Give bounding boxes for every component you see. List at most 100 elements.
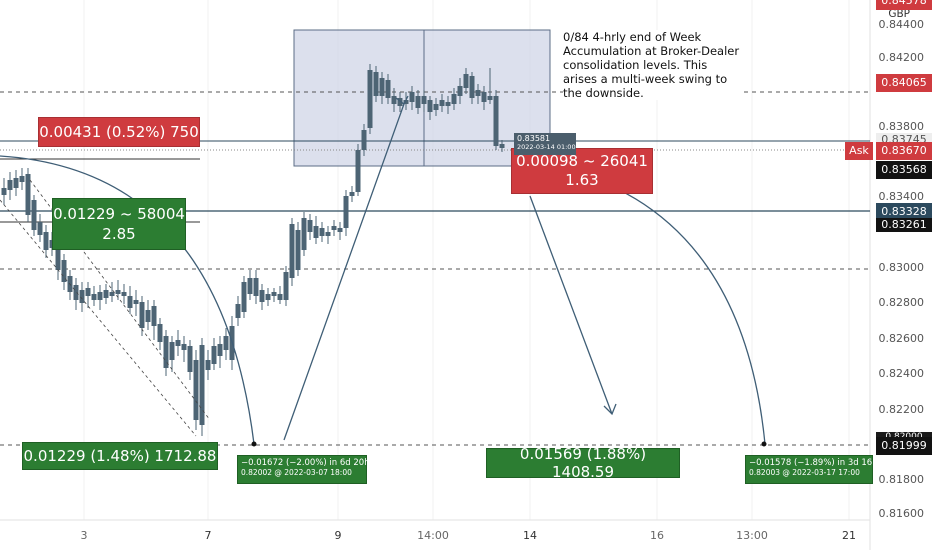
candle-body — [145, 310, 151, 322]
candle-body — [409, 92, 415, 102]
candle-body — [7, 180, 13, 190]
candle-body — [211, 346, 217, 364]
price-badge-83328: 0.83328 — [876, 203, 932, 221]
price-axis-tick: 0.82800 — [878, 296, 925, 309]
currency-label: GBP — [888, 8, 910, 20]
candle-body — [139, 302, 145, 328]
candle-body — [361, 130, 367, 150]
candle-body — [151, 306, 157, 326]
measure-text: 2.85 — [102, 225, 136, 243]
measure-box-bottom-left[interactable]: 0.01229 (1.48%) 1712.88 — [22, 442, 218, 470]
price-badge-83568: 0.83568 — [876, 161, 932, 179]
candle-body — [1, 188, 7, 195]
price-badge-84065: 0.84065 — [876, 74, 932, 92]
measure-text: 0.01229 ~ 58004 — [53, 205, 185, 223]
candle-body — [97, 292, 103, 300]
measure-box-mid-right[interactable]: 0.00098 ~ 26041 1.63 — [511, 148, 653, 194]
candle-body — [451, 94, 457, 104]
candle-body — [19, 176, 25, 182]
candle-body — [85, 288, 91, 296]
tooltip-line: 0.82003 @ 2022-03-17 17:00 — [749, 468, 860, 477]
candle-body — [355, 150, 361, 192]
measure-box-mid-left[interactable]: 0.01229 ~ 58004 2.85 — [52, 198, 186, 250]
candle-body — [325, 232, 331, 236]
price-axis-tick: 0.82600 — [878, 332, 925, 345]
tooltip-line: −0.01672 (−2.00%) in 6d 20h — [241, 458, 370, 468]
candle-body — [475, 90, 481, 96]
price-axis-tick: 0.84400 — [878, 18, 925, 31]
candle-body — [391, 96, 397, 104]
annotation-note[interactable]: 0/84 4-hrly end of Week Accumulation at … — [563, 30, 741, 100]
candle-body — [193, 360, 199, 420]
time-axis-tick: 7 — [204, 529, 212, 542]
target-marker — [251, 441, 257, 447]
candle-body — [181, 344, 187, 350]
candle-body — [373, 72, 379, 96]
candle-body — [421, 96, 427, 104]
candle-body — [307, 220, 313, 232]
candle-body — [349, 192, 355, 196]
candle-body — [115, 290, 121, 294]
candle-body — [55, 245, 61, 270]
candle-body — [331, 226, 337, 230]
candle-body — [163, 336, 169, 368]
candle-body — [295, 230, 301, 270]
candle-body — [301, 218, 307, 250]
candle-body — [403, 100, 409, 104]
price-axis-tick: 0.81800 — [878, 473, 925, 486]
candle-body — [493, 96, 499, 146]
tooltip-line: −0.01578 (−1.89%) in 3d 16h — [749, 458, 878, 468]
target-tooltip-1[interactable]: −0.01672 (−2.00%) in 6d 20h 0.82002 @ 20… — [237, 455, 370, 484]
price-axis-tick: 0.82200 — [878, 403, 925, 416]
candle-body — [121, 292, 127, 296]
candle-body — [313, 226, 319, 238]
candle-body — [379, 78, 385, 96]
candle-body — [439, 100, 445, 106]
candle-body — [487, 96, 493, 100]
candle-body — [463, 74, 469, 88]
candle-body — [337, 228, 343, 232]
price-date-tooltip[interactable]: 0.83581 2022-03-14 01:00 — [514, 133, 576, 155]
measure-text: 0.01229 (1.48%) 1712.88 — [23, 447, 217, 465]
candle-body — [43, 232, 49, 250]
candle-body — [217, 344, 223, 356]
candle-body — [427, 100, 433, 112]
candle-body — [37, 222, 43, 235]
candle-body — [433, 104, 439, 110]
candle-body — [61, 260, 67, 282]
candle-body — [445, 102, 451, 106]
time-axis-tick: 9 — [334, 529, 342, 542]
candle-body — [253, 278, 259, 296]
measure-box-top-left[interactable]: 0.00431 (0.52%) 750 — [38, 117, 200, 147]
candle-body — [169, 342, 175, 360]
candle-body — [103, 290, 109, 298]
candle-body — [187, 346, 193, 372]
candle-body — [397, 98, 403, 106]
candle-body — [199, 345, 205, 425]
price-axis-tick: 0.83800 — [878, 120, 925, 133]
measure-text: 0.01569 (1.88%) 1408.59 — [519, 445, 647, 481]
arrow-head — [603, 403, 617, 416]
price-axis-tick: 0.84200 — [878, 51, 925, 64]
candle-body — [79, 290, 85, 303]
candle-body — [415, 96, 421, 108]
time-axis-tick: 14:00 — [417, 529, 449, 542]
time-axis-tick: 14 — [523, 529, 537, 542]
target-tooltip-2[interactable]: −0.01578 (−1.89%) in 3d 16h 0.82003 @ 20… — [745, 455, 878, 484]
candle-body — [259, 290, 265, 302]
candle-body — [265, 294, 271, 300]
measure-box-bottom-mid[interactable]: 0.01569 (1.88%) 1408.59 — [486, 445, 680, 481]
candle-body — [109, 292, 115, 296]
candle-body — [499, 144, 505, 148]
candle-body — [91, 294, 97, 300]
candle-body — [31, 200, 37, 230]
measure-text: 1.63 — [565, 171, 599, 189]
candle-body — [241, 282, 247, 312]
candle-body — [247, 278, 253, 294]
price-badge-81999: 0.81999 — [876, 437, 932, 455]
time-axis-tick: 3 — [80, 529, 88, 542]
measure-text: 0.00098 ~ 26041 — [516, 152, 648, 170]
tooltip-line: 0.82002 @ 2022-03-07 18:00 — [241, 468, 352, 477]
candle-body — [133, 300, 139, 304]
